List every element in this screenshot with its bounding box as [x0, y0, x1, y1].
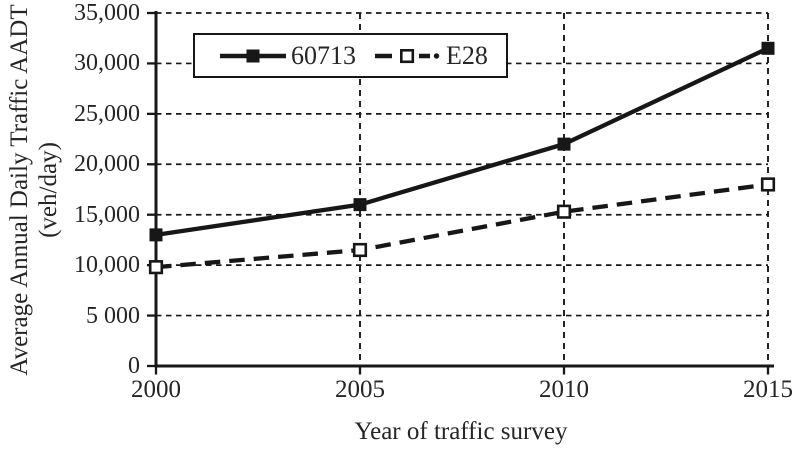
legend-dashed-line-icon	[375, 48, 440, 63]
marker-E28	[148, 260, 164, 275]
marker-60713	[149, 228, 163, 242]
legend-label-60713: 60713	[291, 40, 356, 70]
x-tick-label-2000: 2000	[131, 376, 181, 403]
marker-60713	[557, 137, 571, 151]
marker-E28	[556, 204, 572, 219]
marker-60713	[761, 41, 775, 55]
legend: 60713 E28	[193, 33, 508, 78]
x-tick-label-2005: 2005	[335, 376, 385, 403]
legend-solid-line-icon	[220, 49, 286, 62]
y-tick-label-25000: 25,000	[74, 100, 140, 127]
legend-label-e28: E28	[446, 40, 488, 70]
y-tick-label-30000: 30,000	[74, 50, 140, 77]
marker-E28	[352, 242, 368, 258]
y-tick-label-0: 0	[128, 353, 140, 379]
y-axis-title-line2: (veh/day)	[35, 142, 62, 238]
y-axis-title-line1: Average Annual Daily Traffic AADT	[6, 4, 33, 376]
y-tick-label-20000: 20,000	[74, 151, 140, 178]
series-line-60713	[155, 46, 769, 238]
series-line-E28	[155, 182, 769, 270]
y-axis-title: Average Annual Daily Traffic AADT (veh/d…	[5, 4, 63, 375]
x-tick-label-2010: 2010	[539, 376, 589, 403]
x-tick-label-2015: 2015	[743, 376, 793, 403]
y-tick-label-15000: 15,000	[74, 201, 140, 228]
y-tick-label-5000: 5 000	[86, 302, 140, 329]
marker-60713	[353, 198, 367, 212]
x-axis-title: Year of traffic survey	[354, 418, 568, 445]
y-tick-label-10000: 10,000	[74, 252, 140, 279]
marker-E28	[760, 177, 776, 192]
y-tick-label-35000: 35,000	[74, 0, 140, 26]
